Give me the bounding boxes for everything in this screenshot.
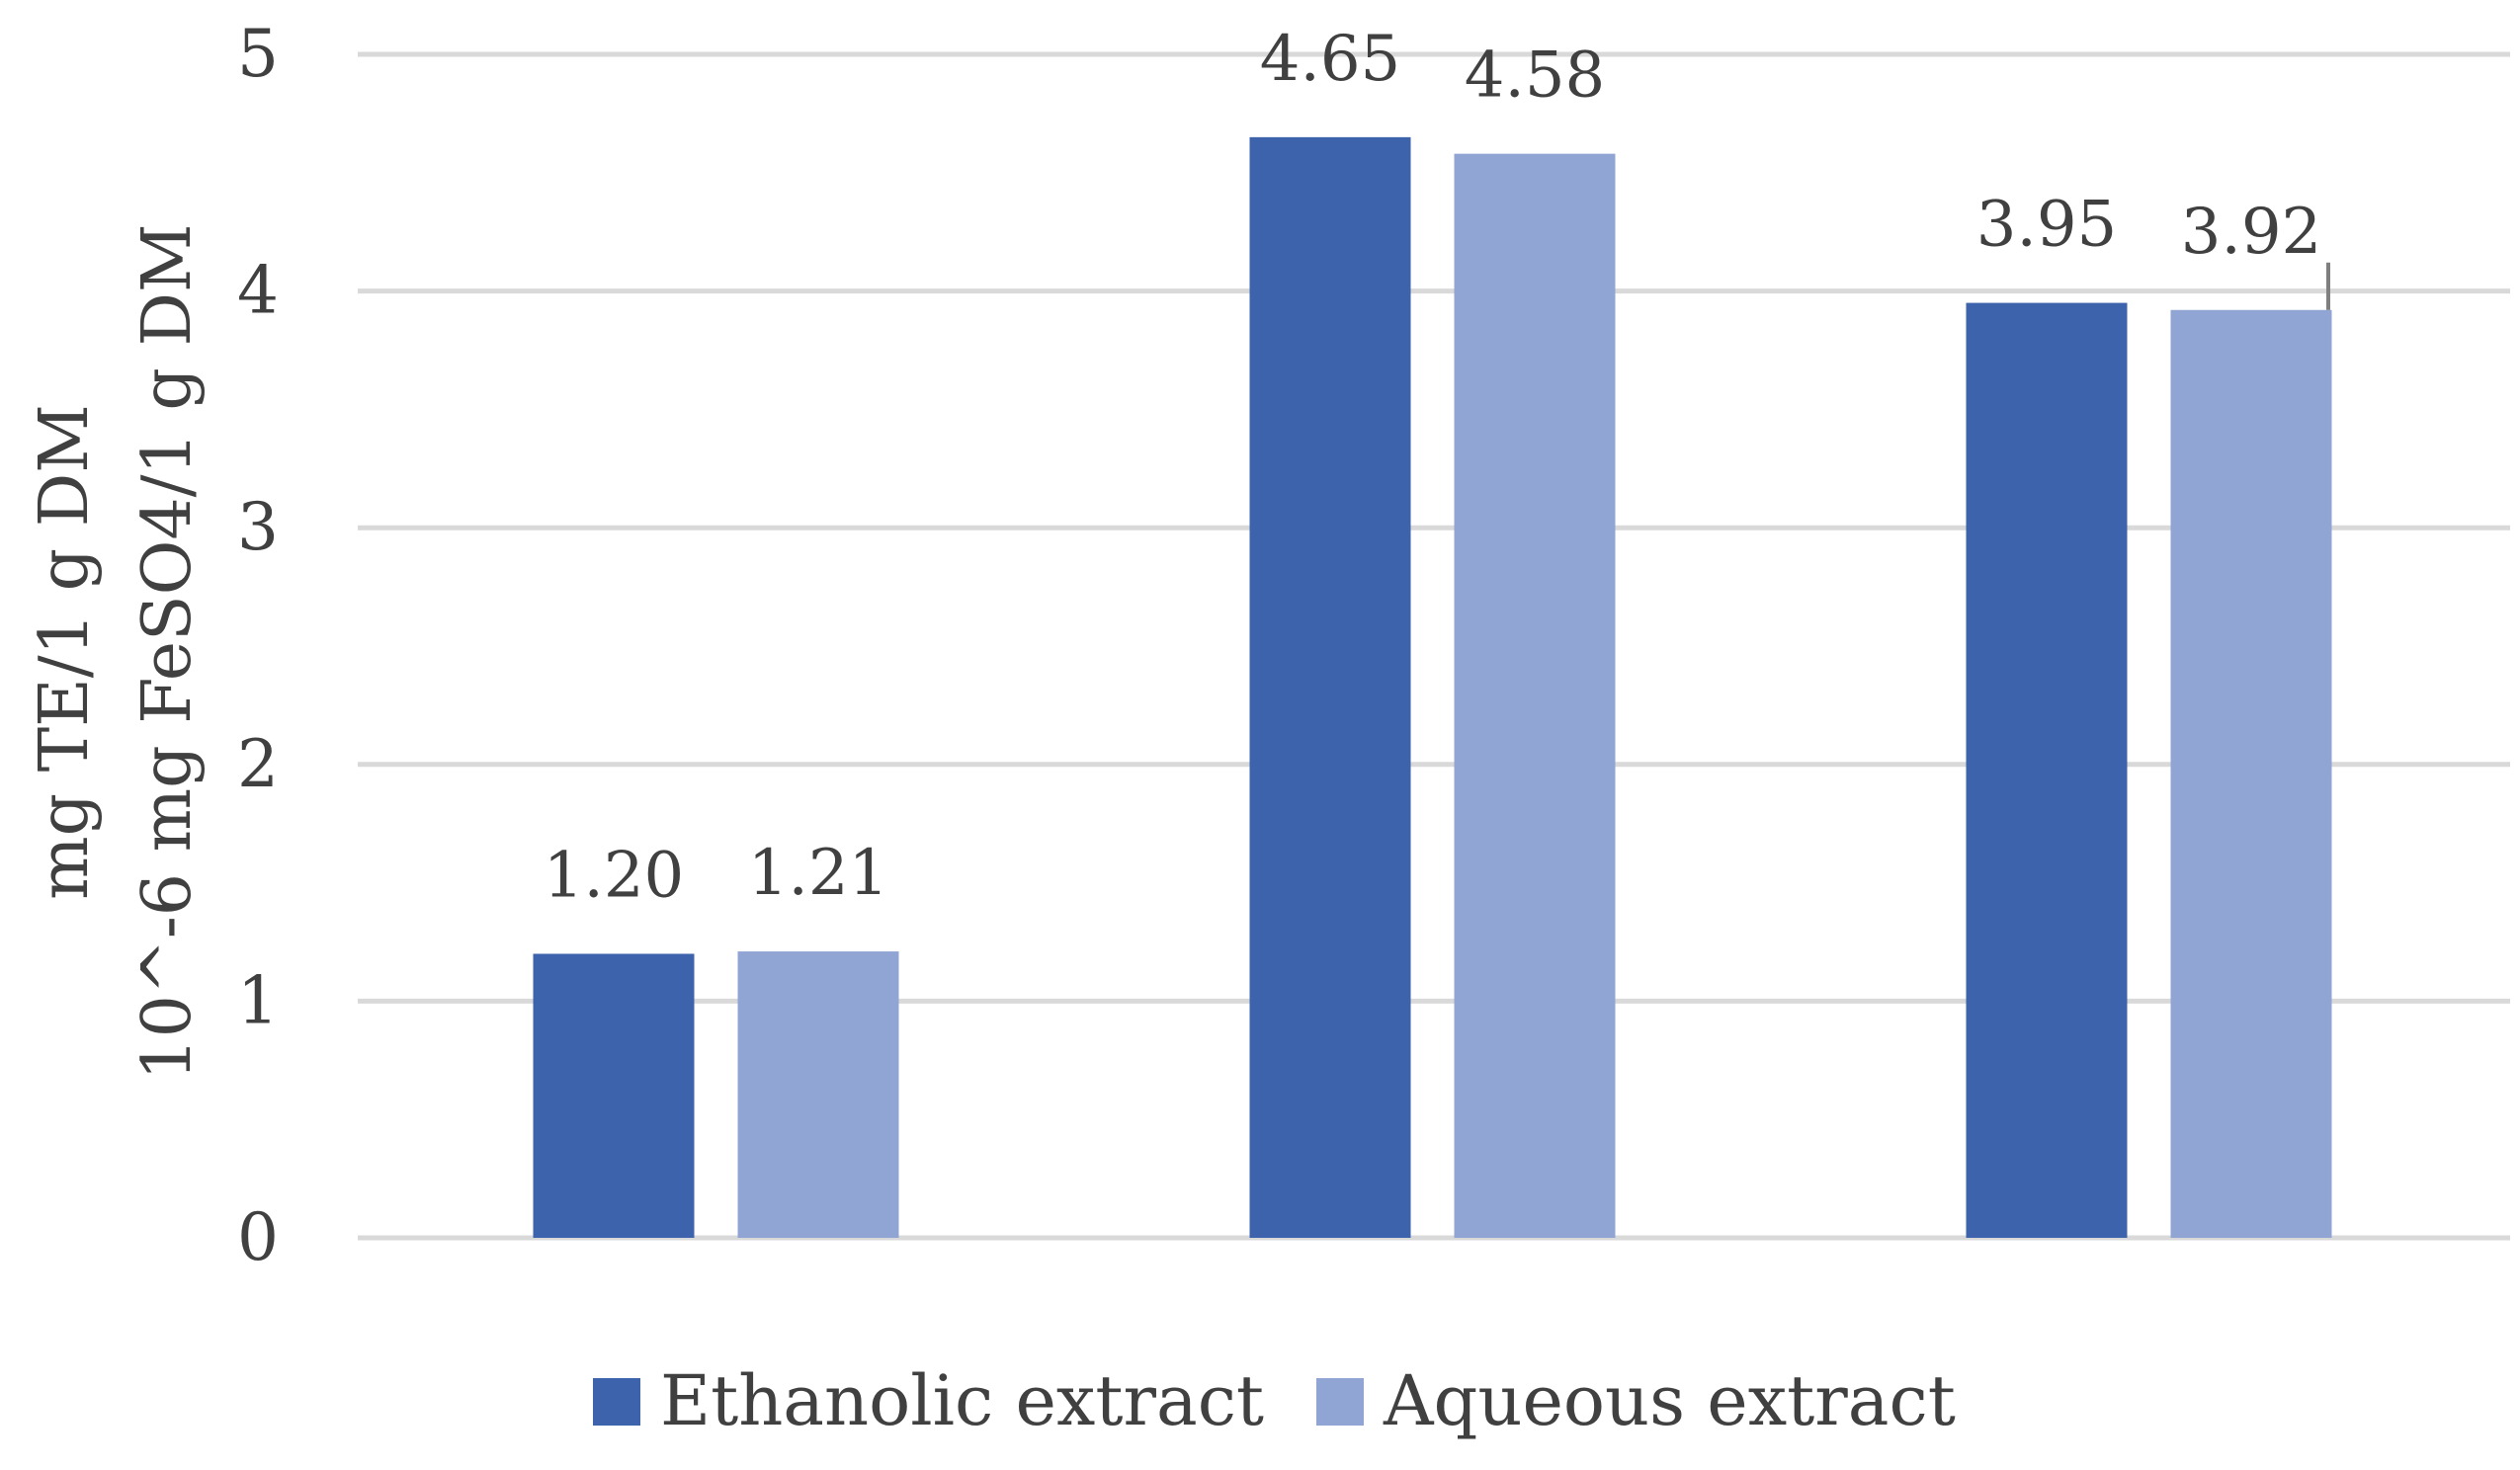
legend: Ethanolic extract Aqueous extract <box>593 1360 1956 1441</box>
legend-label-ethanolic: Ethanolic extract <box>660 1360 1264 1441</box>
y-tick-label-0: 0 <box>237 1199 279 1275</box>
gridlines <box>358 51 2510 1241</box>
legend-item-aqueous: Aqueous extract <box>1316 1360 1956 1441</box>
legend-label-aqueous: Aqueous extract <box>1383 1360 1956 1441</box>
bar-aqueous-3 <box>2170 309 2332 1238</box>
y-tick-label-2: 2 <box>237 726 279 802</box>
bar-aqueous-2 <box>1454 153 1616 1239</box>
data-label-aqueous-1: 1.21 <box>748 837 889 910</box>
data-label-ethanolic-2: 4.65 <box>1260 23 1401 96</box>
bar-ethanolic-2 <box>1249 136 1411 1239</box>
data-labels: 1.20 1.21 4.65 4.58 3.95 3.92 <box>544 23 2330 912</box>
y-axis-ticks: 0 1 2 3 4 5 <box>237 16 279 1275</box>
data-label-aqueous-3: 3.92 <box>2181 196 2322 269</box>
data-label-ethanolic-3: 3.95 <box>1976 189 2118 262</box>
legend-swatch-ethanolic <box>593 1378 640 1426</box>
legend-swatch-aqueous <box>1316 1378 1364 1426</box>
bar-ethanolic-3 <box>1966 302 2128 1239</box>
bar-ethanolic-1 <box>533 953 695 1238</box>
y-axis-title-line-2: 10^-6 mg FeSO4/1 g DM <box>128 223 207 1080</box>
y-tick-label-5: 5 <box>237 16 279 92</box>
y-axis-title-line-1: mg TE/1 g DM <box>26 404 104 900</box>
data-label-ethanolic-1: 1.20 <box>544 839 685 912</box>
y-tick-label-4: 4 <box>237 253 279 329</box>
bars <box>533 136 2332 1239</box>
y-axis-title: mg TE/1 g DM 10^-6 mg FeSO4/1 g DM <box>26 223 207 1080</box>
y-tick-label-1: 1 <box>237 962 279 1038</box>
legend-item-ethanolic: Ethanolic extract <box>593 1360 1264 1441</box>
bar-aqueous-1 <box>737 951 899 1238</box>
data-label-aqueous-2: 4.58 <box>1465 40 1606 113</box>
y-tick-label-3: 3 <box>237 489 279 565</box>
